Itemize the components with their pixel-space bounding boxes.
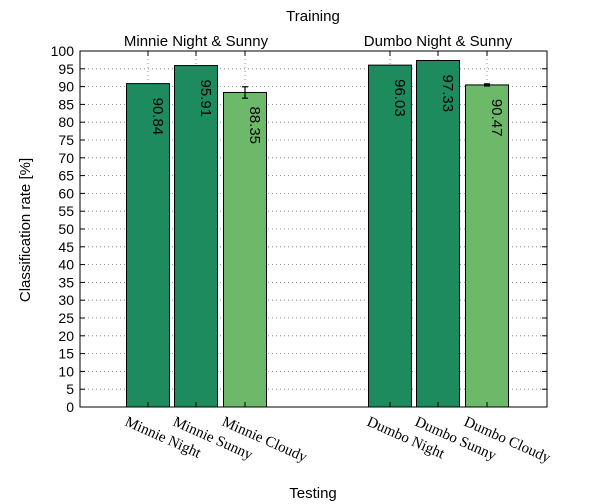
- y-tick-label: 60: [58, 185, 74, 201]
- y-tick-label: 95: [58, 61, 74, 77]
- data-label: 95.91: [197, 80, 214, 118]
- group-label: Dumbo Night & Sunny: [364, 33, 513, 50]
- bar: [174, 65, 218, 408]
- y-tick-label: 0: [66, 399, 74, 415]
- y-tick-label: 5: [66, 381, 74, 397]
- y-tick-label: 55: [58, 203, 74, 219]
- y-tick-label: 65: [58, 168, 74, 184]
- y-tick-label: 20: [58, 328, 74, 344]
- y-tick-label: 10: [58, 363, 74, 379]
- y-tick-label: 90: [58, 79, 74, 95]
- y-tick-label: 70: [58, 150, 74, 166]
- data-label: 97.33: [439, 75, 456, 113]
- y-tick-label: 85: [58, 96, 74, 112]
- y-tick-label: 40: [58, 257, 74, 273]
- y-tick-label: 50: [58, 221, 74, 237]
- data-label: 90.84: [149, 98, 166, 136]
- y-axis-label: Classification rate [%]: [17, 158, 34, 302]
- bar: [223, 91, 267, 408]
- y-tick-label: 25: [58, 310, 74, 326]
- group-label: Minnie Night & Sunny: [124, 33, 269, 50]
- bar: [368, 64, 412, 408]
- y-tick-label: 75: [58, 132, 74, 148]
- y-tick-label: 100: [51, 43, 75, 59]
- group-labels: Minnie Night & Sunny Dumbo Night & Sunny: [124, 33, 513, 50]
- data-label: 96.03: [391, 79, 408, 117]
- data-label: 88.35: [246, 106, 263, 144]
- y-axis-ticks: 0510152025303540455055606570758085909510…: [51, 43, 547, 415]
- x-axis-label: Testing: [289, 485, 337, 502]
- chart-title: Training: [286, 8, 340, 25]
- bar: [126, 83, 170, 408]
- bars-layer: 90.84 95.91 88.35 96.03 97.33 90.47: [126, 60, 509, 408]
- bar: [416, 60, 460, 408]
- y-tick-label: 35: [58, 274, 74, 290]
- y-tick-label: 45: [58, 239, 74, 255]
- y-tick-label: 30: [58, 292, 74, 308]
- y-tick-label: 80: [58, 114, 74, 130]
- y-tick-label: 15: [58, 346, 74, 362]
- data-label: 90.47: [488, 99, 505, 137]
